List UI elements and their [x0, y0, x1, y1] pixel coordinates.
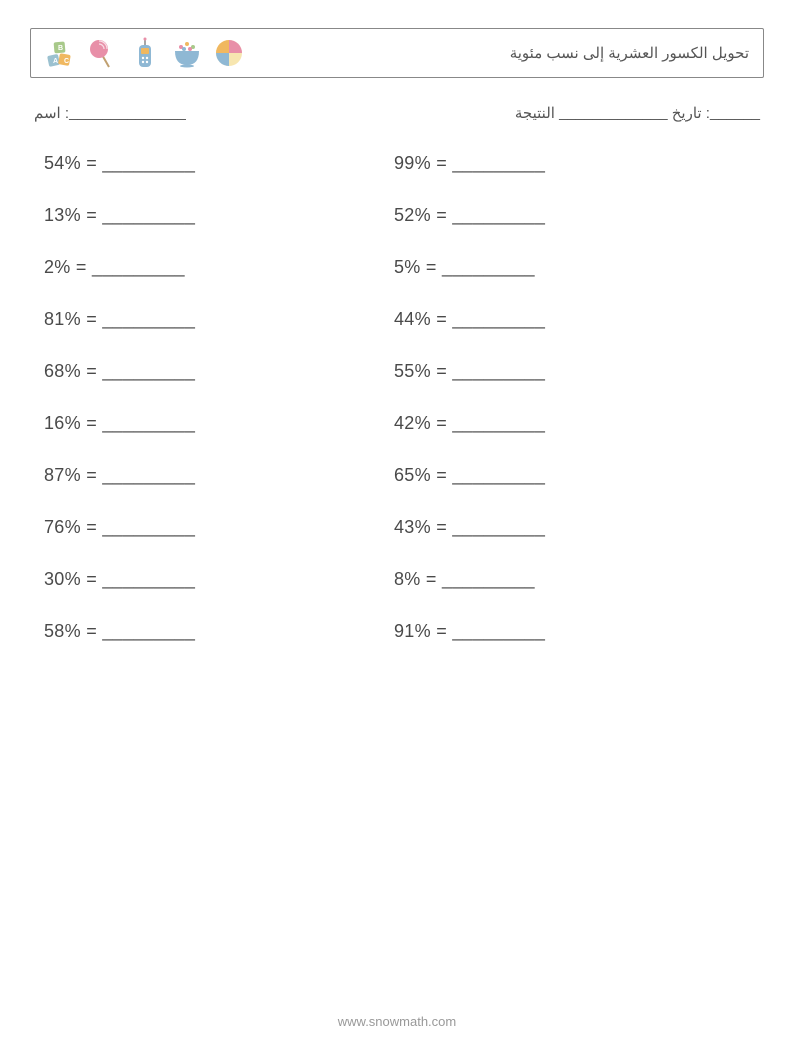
worksheet-page: A C B	[0, 0, 794, 674]
bowl-icon	[171, 37, 203, 69]
problem-item: 81% = _________	[44, 310, 394, 328]
svg-text:A: A	[53, 58, 58, 65]
problem-item: 52% = _________	[394, 206, 744, 224]
header-icons: A C B	[45, 37, 245, 69]
problem-item: 44% = _________	[394, 310, 744, 328]
problems-col-1: 54% = _________ 13% = _________ 2% = _____…	[44, 154, 394, 674]
problem-item: 30% = _________	[44, 570, 394, 588]
name-label: اسم :	[34, 104, 69, 122]
problem-item: 76% = _________	[44, 518, 394, 536]
problem-item: 54% = _________	[44, 154, 394, 172]
date-blank: ______	[710, 104, 760, 122]
problem-item: 2% = _________	[44, 258, 394, 276]
name-field: اسم : ______________	[34, 104, 186, 122]
problem-item: 16% = _________	[44, 414, 394, 432]
score-blank: _____________	[559, 104, 667, 122]
svg-text:C: C	[64, 58, 69, 65]
problem-item: 58% = _________	[44, 622, 394, 640]
problem-item: 87% = _________	[44, 466, 394, 484]
info-row: اسم : ______________ النتيجة ___________…	[30, 104, 764, 122]
problem-item: 99% = _________	[394, 154, 744, 172]
problem-item: 68% = _________	[44, 362, 394, 380]
footer-url: www.snowmath.com	[0, 1014, 794, 1029]
score-label: النتيجة	[515, 104, 555, 122]
date-label: تاريخ :	[672, 104, 710, 122]
date-score-field: النتيجة _____________ تاريخ : ______	[515, 104, 760, 122]
svg-text:B: B	[58, 45, 63, 52]
ball-icon	[213, 37, 245, 69]
problems-grid: 54% = _________ 13% = _________ 2% = _____…	[30, 154, 764, 674]
worksheet-title: تحويل الكسور العشرية إلى نسب مئوية	[510, 44, 749, 62]
header-box: A C B	[30, 28, 764, 78]
problem-item: 8% = _________	[394, 570, 744, 588]
problems-col-2: 99% = _________ 52% = _________ 5% = _____…	[394, 154, 744, 674]
problem-item: 91% = _________	[394, 622, 744, 640]
problem-item: 42% = _________	[394, 414, 744, 432]
problem-item: 13% = _________	[44, 206, 394, 224]
problem-item: 65% = _________	[394, 466, 744, 484]
lollipop-icon	[87, 37, 119, 69]
problem-item: 55% = _________	[394, 362, 744, 380]
problem-item: 5% = _________	[394, 258, 744, 276]
phone-icon	[129, 37, 161, 69]
blocks-icon: A C B	[45, 37, 77, 69]
problem-item: 43% = _________	[394, 518, 744, 536]
name-blank: ______________	[69, 104, 186, 122]
